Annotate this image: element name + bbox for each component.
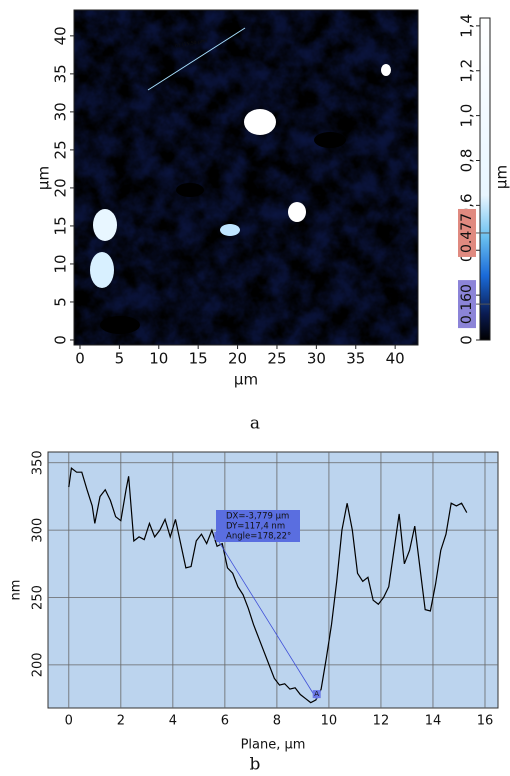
measurement-marker bbox=[312, 690, 321, 699]
colorbar-tick-label: 1,0 bbox=[458, 104, 476, 128]
colorbar-marker-label: 0.160 bbox=[459, 284, 475, 324]
measurement-line bbox=[218, 540, 318, 700]
x-tick-label: 25 bbox=[267, 350, 286, 368]
y-tick-label: 15 bbox=[52, 216, 70, 235]
colorbar bbox=[479, 17, 491, 341]
x-tick-label: 40 bbox=[386, 350, 405, 368]
colorbar-marker-label: 0.477 bbox=[459, 213, 475, 253]
x-tick-label: 12 bbox=[373, 714, 390, 729]
x-tick-label: 6 bbox=[221, 714, 229, 729]
x-tick-label: 0 bbox=[65, 714, 73, 729]
caption: a bbox=[250, 414, 260, 434]
y-tick-label: 200 bbox=[31, 652, 46, 677]
y-tick-label: 40 bbox=[52, 26, 70, 45]
x-tick-label: 16 bbox=[477, 714, 494, 729]
y-tick-label: 35 bbox=[52, 64, 70, 83]
x-tick-label: 30 bbox=[307, 350, 326, 368]
y-tick-label: 30 bbox=[52, 102, 70, 121]
measurement-marker-label: A bbox=[314, 690, 319, 698]
colorbar-tick-label: 1,4 bbox=[458, 14, 476, 38]
caption: b bbox=[250, 755, 261, 775]
x-tick-label: 8 bbox=[273, 714, 281, 729]
x-tick-label: 15 bbox=[189, 350, 208, 368]
x-tick-label: 2 bbox=[117, 714, 125, 729]
colorbar-marker bbox=[458, 280, 476, 329]
colorbar-tick-label: 1,2 bbox=[458, 59, 476, 83]
y-tick-label: 10 bbox=[52, 254, 70, 273]
colorbar-tick-label: 0,8 bbox=[458, 149, 476, 173]
x-axis-label: Plane, µm bbox=[241, 738, 306, 753]
y-axis-label: µm bbox=[35, 166, 53, 190]
y-tick-label: 300 bbox=[31, 518, 46, 543]
x-tick-label: 14 bbox=[425, 714, 442, 729]
x-tick-label: 20 bbox=[228, 350, 247, 368]
y-tick-label: 0 bbox=[52, 335, 70, 345]
x-tick-label: 10 bbox=[321, 714, 338, 729]
y-tick-label: 5 bbox=[52, 297, 70, 307]
measurement-text: Angle=178,22° bbox=[226, 532, 291, 542]
plot-area bbox=[47, 451, 499, 709]
colorbar-marker bbox=[458, 208, 476, 257]
data-line bbox=[68, 467, 468, 704]
x-tick-label: 4 bbox=[169, 714, 177, 729]
image-frame bbox=[73, 9, 419, 346]
measurement-text: DY=117,4 nm bbox=[226, 522, 285, 532]
x-tick-label: 10 bbox=[149, 350, 168, 368]
y-tick-label: 25 bbox=[52, 140, 70, 159]
colorbar-label: µm bbox=[493, 165, 510, 189]
y-tick-label: 350 bbox=[31, 450, 46, 475]
image-annotation: 01 (15,50 µm) bbox=[175, 38, 208, 50]
y-tick-label: 250 bbox=[31, 585, 46, 610]
x-tick-label: 5 bbox=[115, 350, 125, 368]
colorbar-tick-label: 0 bbox=[458, 335, 476, 345]
measurement-text: DX=-3,779 µm bbox=[226, 512, 289, 522]
y-axis-label: nm bbox=[9, 580, 24, 601]
x-tick-label: 35 bbox=[346, 350, 365, 368]
x-axis-label: µm bbox=[234, 371, 258, 389]
measurement-box bbox=[216, 510, 300, 542]
y-tick-label: 20 bbox=[52, 178, 70, 197]
x-tick-label: 0 bbox=[75, 350, 85, 368]
afm-image bbox=[74, 10, 418, 345]
